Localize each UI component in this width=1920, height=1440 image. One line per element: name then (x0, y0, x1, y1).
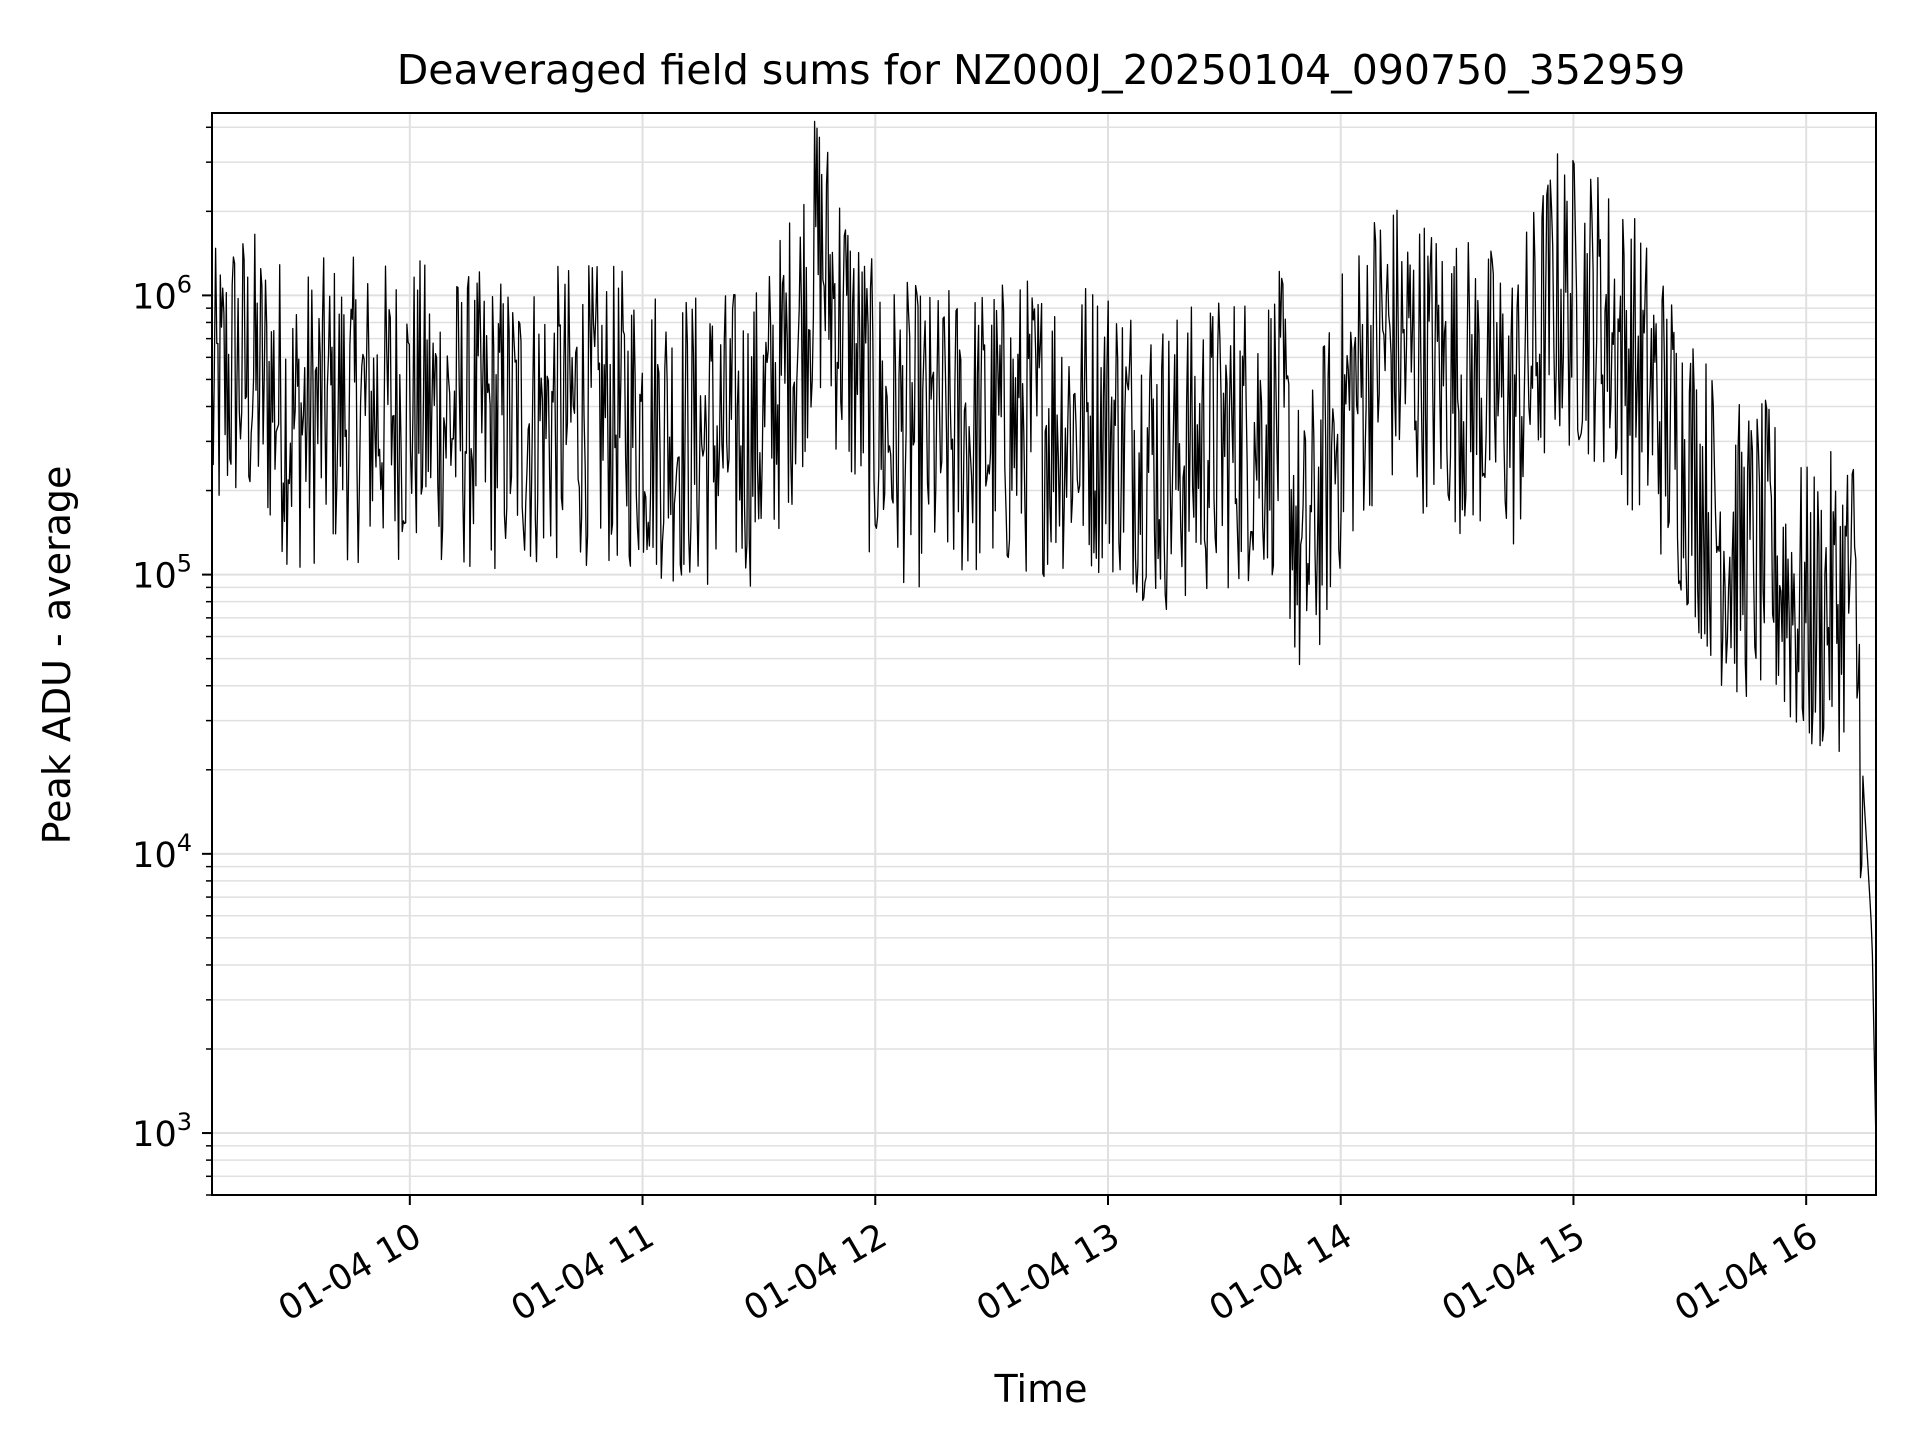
y-tick-label: 103 (132, 1108, 192, 1155)
y-tick-label: 106 (132, 270, 192, 317)
y-tick-label: 104 (132, 829, 192, 876)
x-axis-label: Time (994, 1367, 1088, 1411)
y-tick-label: 105 (132, 550, 192, 597)
y-axis: 103 104 105 106 (132, 126, 212, 1196)
y-axis-label: Peak ADU - average (35, 466, 79, 845)
data-series (211, 120, 1877, 1146)
plot-frame (211, 112, 1877, 1196)
series-line (211, 120, 1877, 1146)
chart-title: Deaveraged field sums for NZ000J_2025010… (397, 46, 1686, 94)
grid (212, 113, 1876, 1196)
